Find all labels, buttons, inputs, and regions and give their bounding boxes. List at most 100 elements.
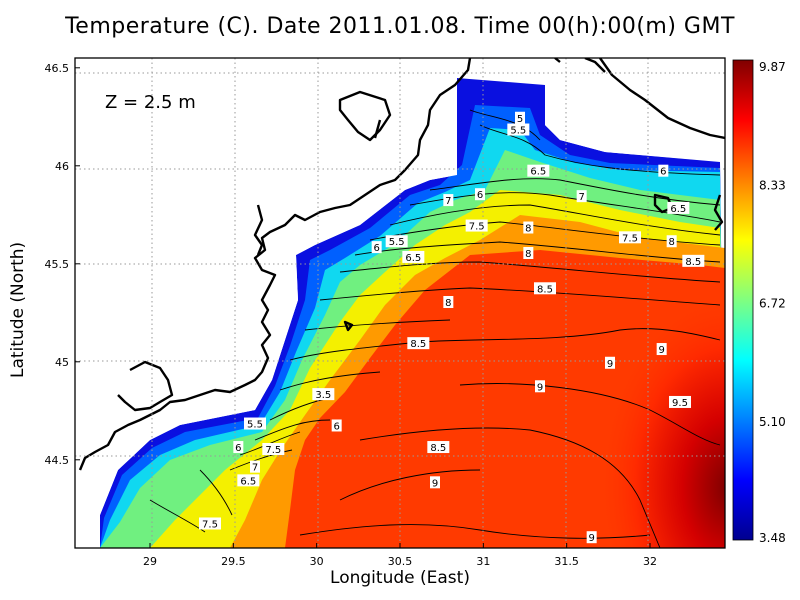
contour-label-text: 6: [333, 421, 339, 432]
contour-label: 9: [605, 356, 615, 370]
y-axis-ticks: 44.5 45 45.5 46 46.5: [45, 62, 80, 467]
contour-label: 9: [656, 343, 667, 356]
depth-label: Z = 2.5 m: [105, 92, 196, 113]
contour-label-text: 6.5: [530, 167, 546, 178]
grid-lines: [75, 58, 725, 548]
contour-label: 3.5: [312, 388, 335, 401]
contour-label-text: 6: [477, 190, 483, 201]
contour-label-bg: [656, 343, 667, 356]
land-area: [75, 58, 457, 548]
contour-label: 5: [515, 111, 525, 125]
x-axis-label-text: Longitude (East): [330, 568, 470, 588]
contour-label-bg: [534, 282, 556, 295]
land-area-east: [545, 58, 725, 162]
contour-label-text: 8.5: [410, 339, 426, 350]
contour-label-text: 9: [658, 345, 664, 356]
contour-label: 6.5: [237, 474, 260, 487]
contour-label: 6: [658, 164, 669, 178]
x-tick-label: 32: [643, 555, 657, 568]
contour-label-bg: [407, 337, 430, 350]
contour-label-bg: [666, 235, 677, 248]
contour-label-bg: [465, 219, 488, 232]
x-axis-ticks: 29 29.5 30 30.5 31 31.5 32: [143, 543, 657, 568]
contour-label-text: 7.5: [469, 222, 485, 233]
contour-label-text: 5.5: [247, 420, 263, 431]
contour-label: 8: [666, 235, 677, 248]
contour-label: 7: [250, 460, 260, 474]
colorbar-tick-label: 3.48: [759, 531, 786, 545]
contour-label: 7.5: [199, 517, 221, 530]
contour-label-bg: [199, 517, 221, 530]
map-field: 55.56.5 66 76.577.5 87.5 85.566.5 88.58.588.5…: [75, 58, 725, 548]
contour-label-bg: [427, 441, 450, 454]
y-axis-label: Latitude (North): [8, 241, 28, 378]
contour-label-text: 7: [445, 196, 451, 207]
contour-label-text: 6.5: [670, 204, 686, 215]
contour-label-text: 9.5: [672, 398, 688, 409]
contour-label-bg: [658, 164, 669, 177]
contour-label-text: 7.5: [622, 233, 638, 244]
contour-label-text: 5: [517, 114, 523, 125]
contour-label: 6.5: [402, 250, 425, 264]
contour-label-text: 8: [445, 298, 451, 309]
colorbar-tick-label: 5.10: [759, 415, 786, 429]
contour-label-text: 8: [668, 237, 674, 248]
contour-label-bg: [385, 235, 408, 248]
contour-label: 9.5: [669, 395, 691, 409]
contour-label-bg: [402, 250, 425, 263]
contour-label: 7.5: [619, 231, 641, 244]
contour-label: 6: [475, 188, 485, 201]
y-tick-label: 46: [55, 160, 69, 173]
y-tick-label: 44.5: [45, 454, 70, 467]
contour-labels: 55.56.5 66 76.577.5 87.5 85.566.5 88.58.588.5…: [199, 111, 705, 544]
contour-label: 7: [576, 190, 587, 203]
contour-label: 9: [586, 531, 597, 544]
contour-label-bg: [576, 190, 587, 203]
contour-label-text: 3.5: [315, 390, 331, 401]
contour-label-text: 9: [588, 533, 594, 544]
y-tick-label: 45.5: [45, 258, 70, 271]
colorbar-tick-label: 9.87: [759, 60, 786, 74]
y-tick-label: 45: [55, 356, 69, 369]
contour-label-text: 6: [660, 167, 666, 178]
contour-label-bg: [237, 474, 260, 487]
contour-label-bg: [430, 476, 440, 489]
contour-label-text: 5.5: [510, 126, 526, 137]
contour-label: 5.5: [385, 235, 408, 248]
contour-label-bg: [507, 123, 530, 136]
contour-label-text: 8.5: [685, 257, 701, 268]
contour-label-text: 9: [537, 382, 543, 393]
contour-label: 8: [523, 247, 534, 260]
contour-label: 8: [443, 296, 454, 309]
contour-label: 6: [371, 241, 382, 254]
contour-label-text: 5.5: [389, 237, 405, 248]
x-tick-label: 29: [143, 555, 157, 568]
contour-label-text: 7: [252, 463, 258, 474]
contour-label: 8.5: [682, 254, 705, 268]
y-tick-label: 46.5: [45, 62, 70, 75]
contour-label-bg: [443, 194, 454, 207]
contour-label-text: 6: [373, 243, 379, 254]
contour-label-bg: [312, 388, 335, 401]
colorbar-ticks: 9.87 8.33 6.72 5.10 3.48: [759, 60, 786, 545]
x-tick-label: 30: [310, 555, 324, 568]
contour-label-bg: [443, 296, 454, 308]
contour-label: 7.5: [262, 443, 285, 456]
contour-label-text: 7.5: [202, 519, 218, 530]
contour-label-bg: [250, 460, 260, 473]
contour-label-text: 9: [432, 478, 438, 489]
contour-label: 6.5: [667, 201, 690, 215]
contour-label-bg: [262, 443, 285, 455]
contour-label: 6: [233, 441, 244, 454]
contour-label: 9: [535, 380, 545, 393]
contour-label-text: 7.5: [265, 445, 281, 456]
x-axis-label: Longitude (East): [0, 568, 800, 588]
x-tick-label: 30.5: [388, 555, 413, 568]
contour-label-bg: [331, 419, 342, 432]
contour-label-bg: [515, 111, 525, 124]
contour-label-bg: [605, 356, 615, 369]
contour-label-bg: [682, 254, 705, 267]
contour-label-text: 8: [525, 249, 531, 260]
contour-label-bg: [669, 395, 691, 408]
